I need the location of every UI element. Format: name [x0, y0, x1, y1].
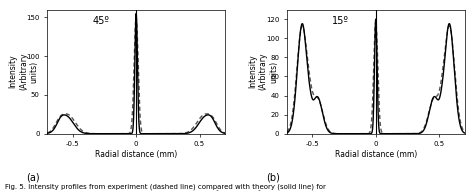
Y-axis label: Intensity
(Arbitrary
units): Intensity (Arbitrary units) [248, 53, 278, 90]
Text: (b): (b) [266, 173, 280, 183]
Text: Fig. 5. Intensity profiles from experiment (dashed line) compared with theory (s: Fig. 5. Intensity profiles from experime… [5, 183, 326, 191]
X-axis label: Radial distance (mm): Radial distance (mm) [335, 150, 417, 159]
Text: 15º: 15º [332, 16, 349, 26]
Y-axis label: Intensity
(Arbitrary
units): Intensity (Arbitrary units) [9, 53, 38, 90]
Text: 45º: 45º [92, 16, 109, 26]
X-axis label: Radial distance (mm): Radial distance (mm) [95, 150, 177, 159]
Text: (a): (a) [26, 173, 40, 183]
